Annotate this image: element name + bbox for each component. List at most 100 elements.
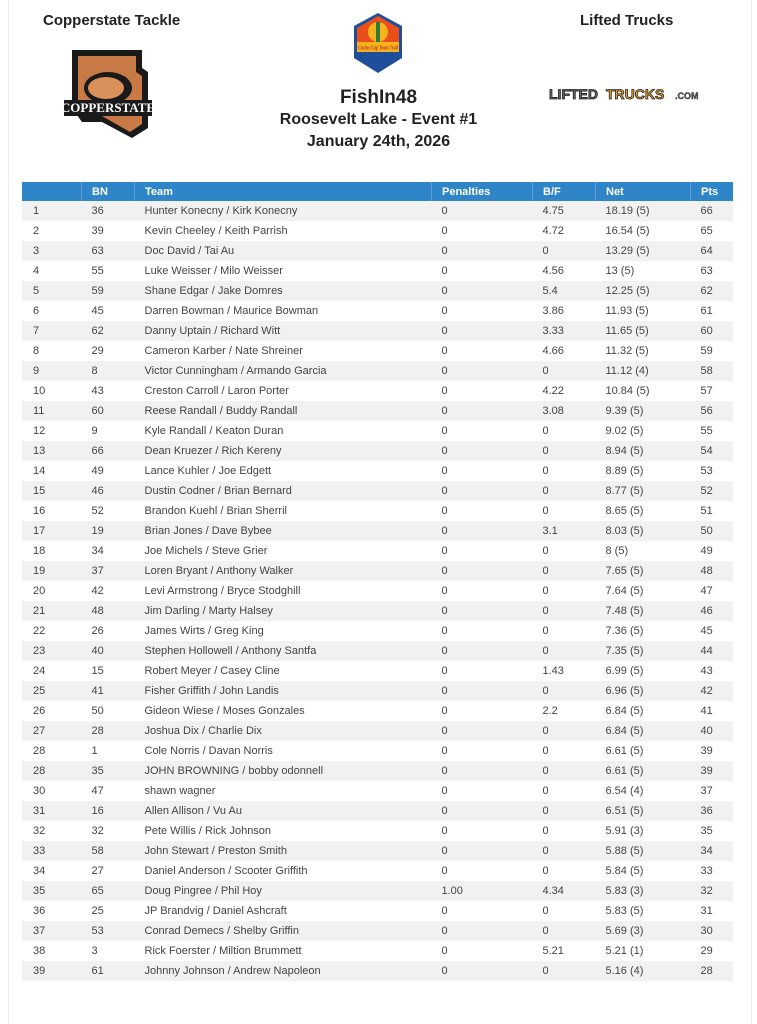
- pts-cell: 54: [690, 441, 733, 461]
- net-cell: 5.21 (1): [605, 945, 644, 957]
- net-cell: 11.32 (5): [605, 345, 649, 357]
- bf-cell: 0: [532, 921, 596, 941]
- rank-cell: 11: [22, 401, 82, 421]
- penalties-cell: 0: [431, 321, 533, 341]
- penalties-cell: 0: [431, 401, 533, 421]
- net-cell: 8.65 (5): [605, 505, 644, 517]
- bn-cell: 45: [91, 305, 104, 317]
- bn-cell: 58: [81, 841, 135, 861]
- rank-cell: 6: [33, 305, 40, 317]
- bf-cell: 0: [542, 825, 549, 837]
- bf-cell: 4.72: [542, 225, 564, 237]
- event-name: FishIn48: [339, 87, 418, 108]
- penalties-cell: 0: [431, 601, 533, 621]
- net-cell: 5.88 (5): [595, 841, 691, 861]
- team-cell: Cameron Karber / Nate Shreiner: [144, 345, 303, 357]
- penalties-header: Penalties: [431, 182, 533, 201]
- rank-cell: 9: [22, 361, 82, 381]
- bn-cell: 66: [81, 441, 135, 461]
- net-cell: 6.61 (5): [605, 745, 644, 757]
- bf-cell: 0: [532, 441, 596, 461]
- bf-header: B/F: [532, 182, 596, 201]
- team-cell: Loren Bryant / Anthony Walker: [134, 561, 432, 581]
- rank-cell: 35: [22, 881, 82, 901]
- pts-cell: 35: [700, 825, 713, 837]
- bf-cell: 0: [532, 841, 596, 861]
- team-cell: James Wirts / Greg King: [144, 625, 264, 637]
- bf-cell: 0: [532, 761, 596, 781]
- penalties-cell: 0: [431, 361, 533, 381]
- table-row: 2 39 Kevin Cheeley / Keith Parrish 0 4.72 16.…: [22, 221, 733, 241]
- bf-cell: 0: [542, 545, 549, 557]
- pts-cell: 63: [700, 265, 713, 277]
- bn-cell: 8: [81, 361, 135, 381]
- table-row: 22 26 James Wirts / Greg King 0 0 7.36 (5) 45: [22, 621, 733, 641]
- bn-cell: 28: [81, 721, 135, 741]
- rank-cell: 17: [22, 521, 82, 541]
- rank-cell: 28: [33, 745, 46, 757]
- team-cell: Fisher Griffith / John Landis: [134, 681, 432, 701]
- penalties-cell: 0: [431, 561, 533, 581]
- bf-cell: 3.33: [532, 321, 596, 341]
- bf-cell: 0: [542, 745, 549, 757]
- table-row: 13 66 Dean Kruezer / Rich Kereny 0 0 8.94 (5)…: [22, 441, 733, 461]
- rank-cell: 19: [22, 561, 82, 581]
- rank-cell: 18: [33, 545, 46, 557]
- bf-cell: 0: [542, 505, 549, 517]
- net-cell: 12.25 (5): [595, 281, 691, 301]
- bn-cell: 53: [81, 921, 135, 941]
- penalties-cell: 0: [441, 345, 448, 357]
- rank-cell: 10: [33, 385, 46, 397]
- penalties-cell: 0: [441, 385, 448, 397]
- bf-cell: 1.43: [542, 665, 564, 677]
- pts-cell: 30: [690, 921, 733, 941]
- team-cell: Joshua Dix / Charlie Dix: [134, 721, 432, 741]
- net-cell: 8 (5): [605, 545, 629, 557]
- bn-cell: 49: [91, 465, 104, 477]
- penalties-cell: 0: [441, 225, 448, 237]
- penalties-cell: 0: [431, 921, 533, 941]
- team-cell: Darren Bowman / Maurice Bowman: [144, 305, 319, 317]
- bn-cell: 37: [81, 561, 135, 581]
- pts-cell: 50: [690, 521, 733, 541]
- pts-cell: 28: [690, 961, 733, 981]
- rank-cell: 38: [33, 945, 46, 957]
- team-cell: Doug Pingree / Phil Hoy: [134, 881, 432, 901]
- rank-cell: 36: [33, 905, 46, 917]
- bf-cell: 3.1: [532, 521, 596, 541]
- rank-cell: 1: [22, 201, 82, 221]
- results-table: BN Team Penalties B/F Net Pts 1 36 Hunter Konec…: [22, 182, 733, 981]
- pts-cell: 41: [700, 705, 713, 717]
- team-cell: Robert Meyer / Casey Cline: [144, 665, 280, 677]
- rank-cell: 27: [22, 721, 82, 741]
- net-cell: 5.83 (5): [605, 905, 644, 917]
- bf-cell: 4.66: [542, 345, 564, 357]
- net-cell: 8.89 (5): [605, 465, 644, 477]
- table-row: 28 1 Cole Norris / Davan Norris 0 0 6.61 (5) 3…: [22, 741, 733, 761]
- team-cell: Stephen Hollowell / Anthony Santfa: [134, 641, 432, 661]
- pts-cell: 64: [690, 241, 733, 261]
- table-row: 12 9 Kyle Randall / Keaton Duran 0 0 9.02 (5)…: [22, 421, 733, 441]
- rank-cell: 13: [22, 441, 82, 461]
- team-cell: Levi Armstrong / Bryce Stodghill: [144, 585, 301, 597]
- rank-cell: 33: [22, 841, 82, 861]
- rank-cell: 23: [22, 641, 82, 661]
- pts-cell: 46: [690, 601, 733, 621]
- event-subtitle: Roosevelt Lake - Event #1: [279, 111, 478, 128]
- pts-cell: 39: [700, 745, 713, 757]
- table-row: 33 58 John Stewart / Preston Smith 0 0 5.88 (…: [22, 841, 733, 861]
- bf-cell: 4.56: [542, 265, 564, 277]
- net-cell: 6.51 (5): [595, 801, 691, 821]
- pts-cell: 59: [700, 345, 713, 357]
- net-cell: 7.65 (5): [595, 561, 691, 581]
- rank-cell: 21: [22, 601, 82, 621]
- table-row: 21 48 Jim Darling / Marty Halsey 0 0 7.48 (5)…: [22, 601, 733, 621]
- team-cell: Dean Kruezer / Rich Kereny: [134, 441, 432, 461]
- penalties-cell: 0: [431, 481, 533, 501]
- team-cell: Doc David / Tai Au: [134, 241, 432, 261]
- net-cell: 9.02 (5): [605, 425, 644, 437]
- penalties-cell: 0: [441, 745, 448, 757]
- bf-cell: 4.34: [532, 881, 596, 901]
- bn-cell: 60: [81, 401, 135, 421]
- pts-cell: 42: [690, 681, 733, 701]
